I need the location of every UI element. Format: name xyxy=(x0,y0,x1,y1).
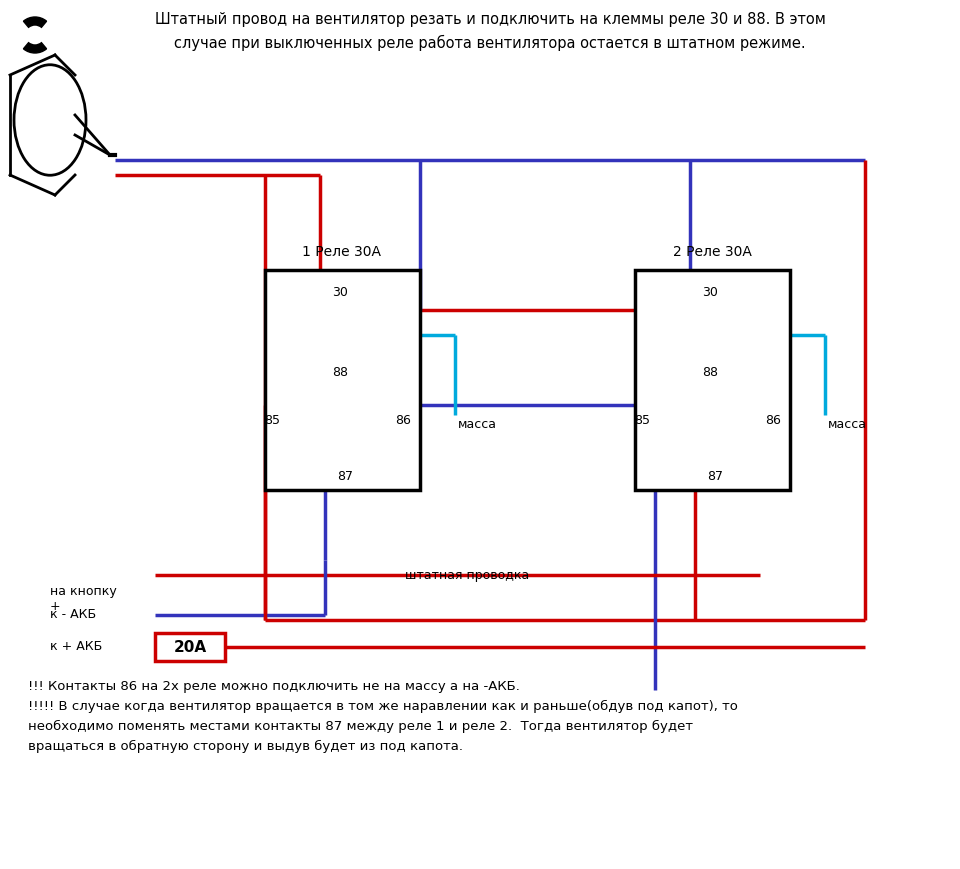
Text: к - АКБ: к - АКБ xyxy=(50,608,96,621)
Text: 85: 85 xyxy=(264,414,280,427)
Text: 88: 88 xyxy=(332,366,348,379)
Text: 2 Реле 30А: 2 Реле 30А xyxy=(673,245,752,259)
Text: 87: 87 xyxy=(707,470,723,483)
Text: 86: 86 xyxy=(395,414,411,427)
Text: !!! Контакты 86 на 2х реле можно подключить не на массу а на -АКБ.
!!!!! В случа: !!! Контакты 86 на 2х реле можно подключ… xyxy=(28,680,738,753)
Text: 30: 30 xyxy=(702,286,718,298)
Text: на кнопку
+: на кнопку + xyxy=(50,585,117,613)
Text: Штатный провод на вентилятор резать и подключить на клеммы реле 30 и 88. В этом
: Штатный провод на вентилятор резать и по… xyxy=(155,12,826,51)
Text: 1 Реле 30А: 1 Реле 30А xyxy=(302,245,381,259)
Bar xyxy=(635,270,790,490)
Text: 87: 87 xyxy=(337,470,353,483)
Text: масса: масса xyxy=(828,419,867,432)
Bar xyxy=(265,270,420,490)
Text: 30: 30 xyxy=(332,286,348,298)
Text: 86: 86 xyxy=(765,414,780,427)
Text: 88: 88 xyxy=(702,366,718,379)
Wedge shape xyxy=(23,43,47,53)
Text: штатная проводка: штатная проводка xyxy=(405,568,529,581)
Text: масса: масса xyxy=(458,419,497,432)
Text: к + АКБ: к + АКБ xyxy=(50,640,103,653)
Text: 20А: 20А xyxy=(174,640,206,654)
Text: 85: 85 xyxy=(634,414,650,427)
Bar xyxy=(155,633,225,661)
Wedge shape xyxy=(23,17,47,27)
